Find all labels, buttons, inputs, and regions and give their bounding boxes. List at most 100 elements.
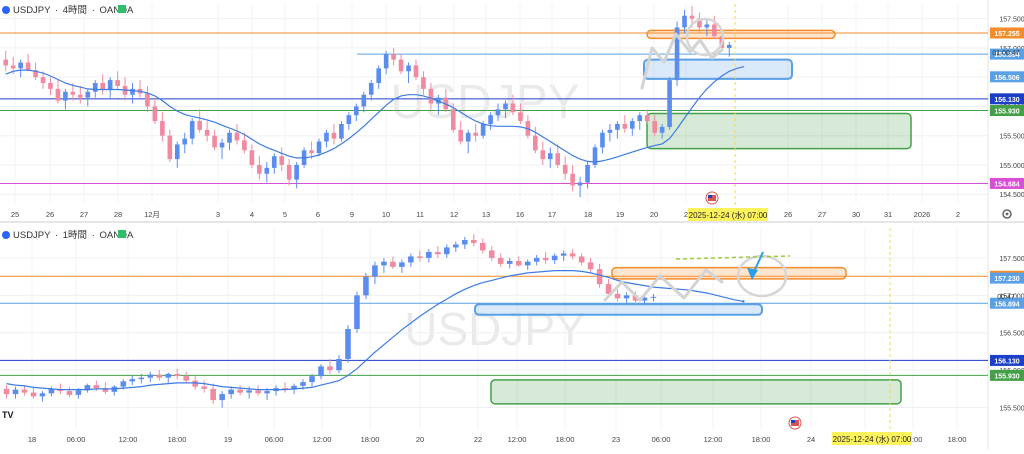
panel-2-price-axis[interactable] <box>988 225 1024 431</box>
p2-candle-body <box>237 389 243 393</box>
p2-candle-body <box>318 366 324 377</box>
p1-x-tick-label: 2 <box>684 210 688 219</box>
p1-candle-body <box>547 153 553 160</box>
panel-2-projection-path <box>603 268 724 302</box>
p2-x-tick-label: 20 <box>416 435 424 444</box>
p2-candle-body <box>183 376 190 381</box>
p2-x-tick-label: 12:00 <box>313 435 332 444</box>
p1-candle-body <box>689 15 695 19</box>
p2-candle-body <box>309 376 315 383</box>
panel-2-time-axis[interactable] <box>0 431 1024 449</box>
p1-price-tag <box>990 177 1024 189</box>
p1-candle-body <box>391 53 396 60</box>
p1-candle-body <box>324 132 329 142</box>
p2-candle-body <box>174 373 181 377</box>
p1-x-tick-label: 5 <box>283 210 287 219</box>
panel-1-watermark: USDJPY <box>390 76 579 129</box>
p1-candle-body <box>85 91 91 98</box>
p2-candle-body <box>444 247 450 255</box>
p1-candle-body <box>130 88 135 95</box>
panel-1-countdown: 01:00:47 <box>992 50 1019 57</box>
p1-candle-body <box>450 109 456 130</box>
p1-x-tick-label: 2 <box>956 210 960 219</box>
p2-candle-body <box>291 385 297 390</box>
p1-y-tick-label: 155.500 <box>999 134 1024 141</box>
p2-candle-body <box>165 373 172 378</box>
p2-price-tag-label: 156.130 <box>994 358 1019 365</box>
p1-candle-body <box>682 15 687 28</box>
p1-x-tick-label: 4 <box>250 210 254 219</box>
svg-text:USDJPY · 1時間: USDJPY · 1時間 · OANDA <box>13 230 134 241</box>
p1-x-tick-label: 12月 <box>144 210 160 219</box>
p1-price-tag-label: 156.894 <box>994 52 1019 59</box>
p2-candle-body <box>569 253 576 257</box>
p2-zone-2 <box>490 379 902 405</box>
p1-candle-body <box>234 132 240 141</box>
p1-zone-0 <box>646 29 836 40</box>
p1-candle-body <box>592 147 598 165</box>
p2-candle-body <box>120 381 127 387</box>
p1-candle-body <box>3 59 9 66</box>
p2-x-tick-label: 18:00 <box>752 435 771 444</box>
panel-2-horizontal-lines <box>0 275 988 376</box>
p2-candle-body <box>192 380 198 387</box>
p2-candle-body <box>156 374 163 378</box>
p2-candle-body <box>66 391 73 395</box>
p2-x-tick-label: 23 <box>612 435 620 444</box>
p2-candle-body <box>210 388 216 401</box>
p2-candle-body <box>219 394 225 401</box>
panel-1-moving-average <box>5 66 745 163</box>
p1-candle-body <box>480 123 486 136</box>
panel-2-sep-b: · <box>92 230 95 241</box>
panel-1-flag-icon <box>705 191 719 205</box>
p1-candle-body <box>197 121 202 130</box>
panel-2-plot-area[interactable] <box>0 225 988 431</box>
panel-2-legend[interactable]: USDJPY · 1時間 · OANDA <box>2 230 134 241</box>
p1-x-tick-label: 13 <box>482 210 490 219</box>
p1-x-tick-label: 30 <box>852 210 860 219</box>
p1-candle-body <box>421 77 426 89</box>
p1-candle-body <box>286 164 292 180</box>
p1-candle-body <box>316 141 322 154</box>
p1-price-tag <box>990 93 1024 105</box>
p1-price-tag <box>990 27 1024 39</box>
p1-candle-body <box>518 112 523 122</box>
gear-icon[interactable] <box>1002 209 1012 219</box>
p1-price-tag-label: 156.506 <box>994 75 1019 82</box>
panel-2-flag-icon <box>788 416 802 430</box>
p2-candle-body <box>417 256 423 258</box>
panel-1-sep-a: · <box>55 5 58 16</box>
p1-candle-body <box>465 132 471 142</box>
p1-candle-body <box>697 18 702 28</box>
p2-candle-body <box>605 284 612 294</box>
p2-candle-body <box>462 239 468 245</box>
p1-candle-body <box>570 173 575 186</box>
panel-1-plot-area[interactable] <box>0 0 988 207</box>
p2-x-tick-label: 12:00 <box>704 435 723 444</box>
p2-price-tag <box>990 297 1024 309</box>
p2-x-tick-label: 19 <box>224 435 232 444</box>
panel-1-cursor-date-tag: 2025-12-24 (水) 07:00 <box>688 208 768 221</box>
p2-x-tick-label: 12:00 <box>904 435 923 444</box>
p2-candle-body <box>542 257 549 261</box>
p1-candle-body <box>406 65 411 72</box>
p1-candle-body <box>361 94 367 107</box>
p1-x-tick-label: 16 <box>516 210 524 219</box>
p1-x-tick-label: 19 <box>616 210 624 219</box>
p1-x-tick-label: 11 <box>416 210 424 219</box>
p1-candle-body <box>18 62 23 69</box>
p1-candle-body <box>55 88 61 101</box>
panel-2-grid <box>0 228 988 430</box>
p1-candle-body <box>398 59 404 72</box>
p2-candle-body <box>39 393 46 397</box>
p2-candle-body <box>632 295 639 301</box>
p1-candle-body <box>242 140 247 151</box>
p1-candle-body <box>271 156 277 168</box>
panel-2-arrow-head-icon <box>747 268 758 280</box>
p2-x-tick-label: 22 <box>474 435 482 444</box>
p1-candle-body <box>413 65 419 78</box>
panel-1-legend[interactable]: USDJPY · 4時間 · OANDA <box>2 5 134 16</box>
p1-candle-body <box>368 83 374 95</box>
p1-candle-body <box>160 121 165 136</box>
